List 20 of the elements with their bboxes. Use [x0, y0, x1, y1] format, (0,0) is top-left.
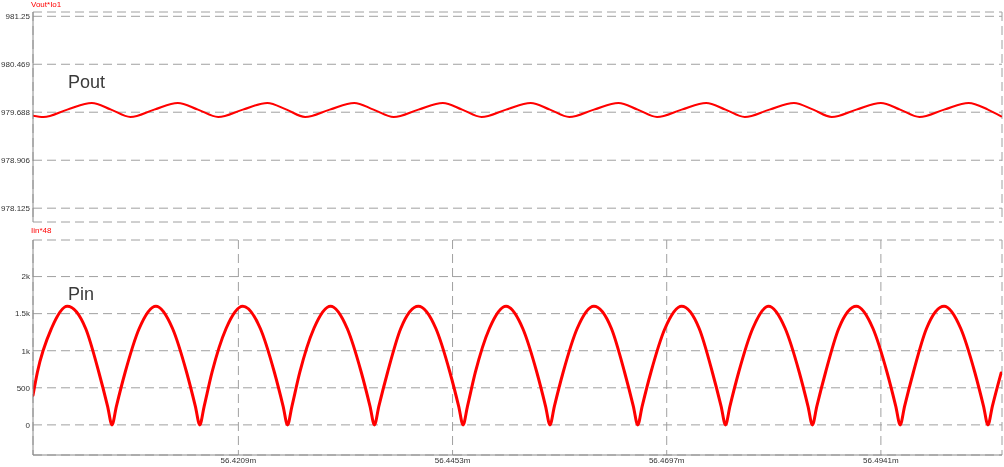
line-series — [33, 101, 1002, 118]
annotation: Pin — [68, 284, 95, 305]
y-tick-label: 1.5k — [14, 309, 31, 319]
y-tick-label: 1k — [21, 346, 31, 356]
x-tick-label: 56.4209m — [220, 455, 257, 465]
text: Vout*Io1 — [31, 0, 62, 9]
y-tick-label: 2k — [21, 272, 31, 282]
x-tick-label: 56.4941m — [863, 455, 899, 465]
y-tick-label: 500 — [16, 383, 31, 393]
x-tick-label: 56.4697m — [648, 455, 685, 465]
y-tick-label: 981.25 — [5, 12, 31, 22]
annotation: Pout — [68, 72, 106, 93]
text: Iin*48 — [31, 226, 52, 235]
line-series — [33, 304, 1002, 427]
y-tick-label: 0 — [25, 420, 31, 430]
x-tick-label: 56.4453m — [434, 455, 471, 465]
y-tick-label: 979.688 — [1, 108, 31, 118]
y-tick-label: 980.469 — [1, 60, 31, 70]
y-tick-label: 978.125 — [1, 204, 31, 214]
y-tick-label: 978.906 — [1, 156, 31, 166]
